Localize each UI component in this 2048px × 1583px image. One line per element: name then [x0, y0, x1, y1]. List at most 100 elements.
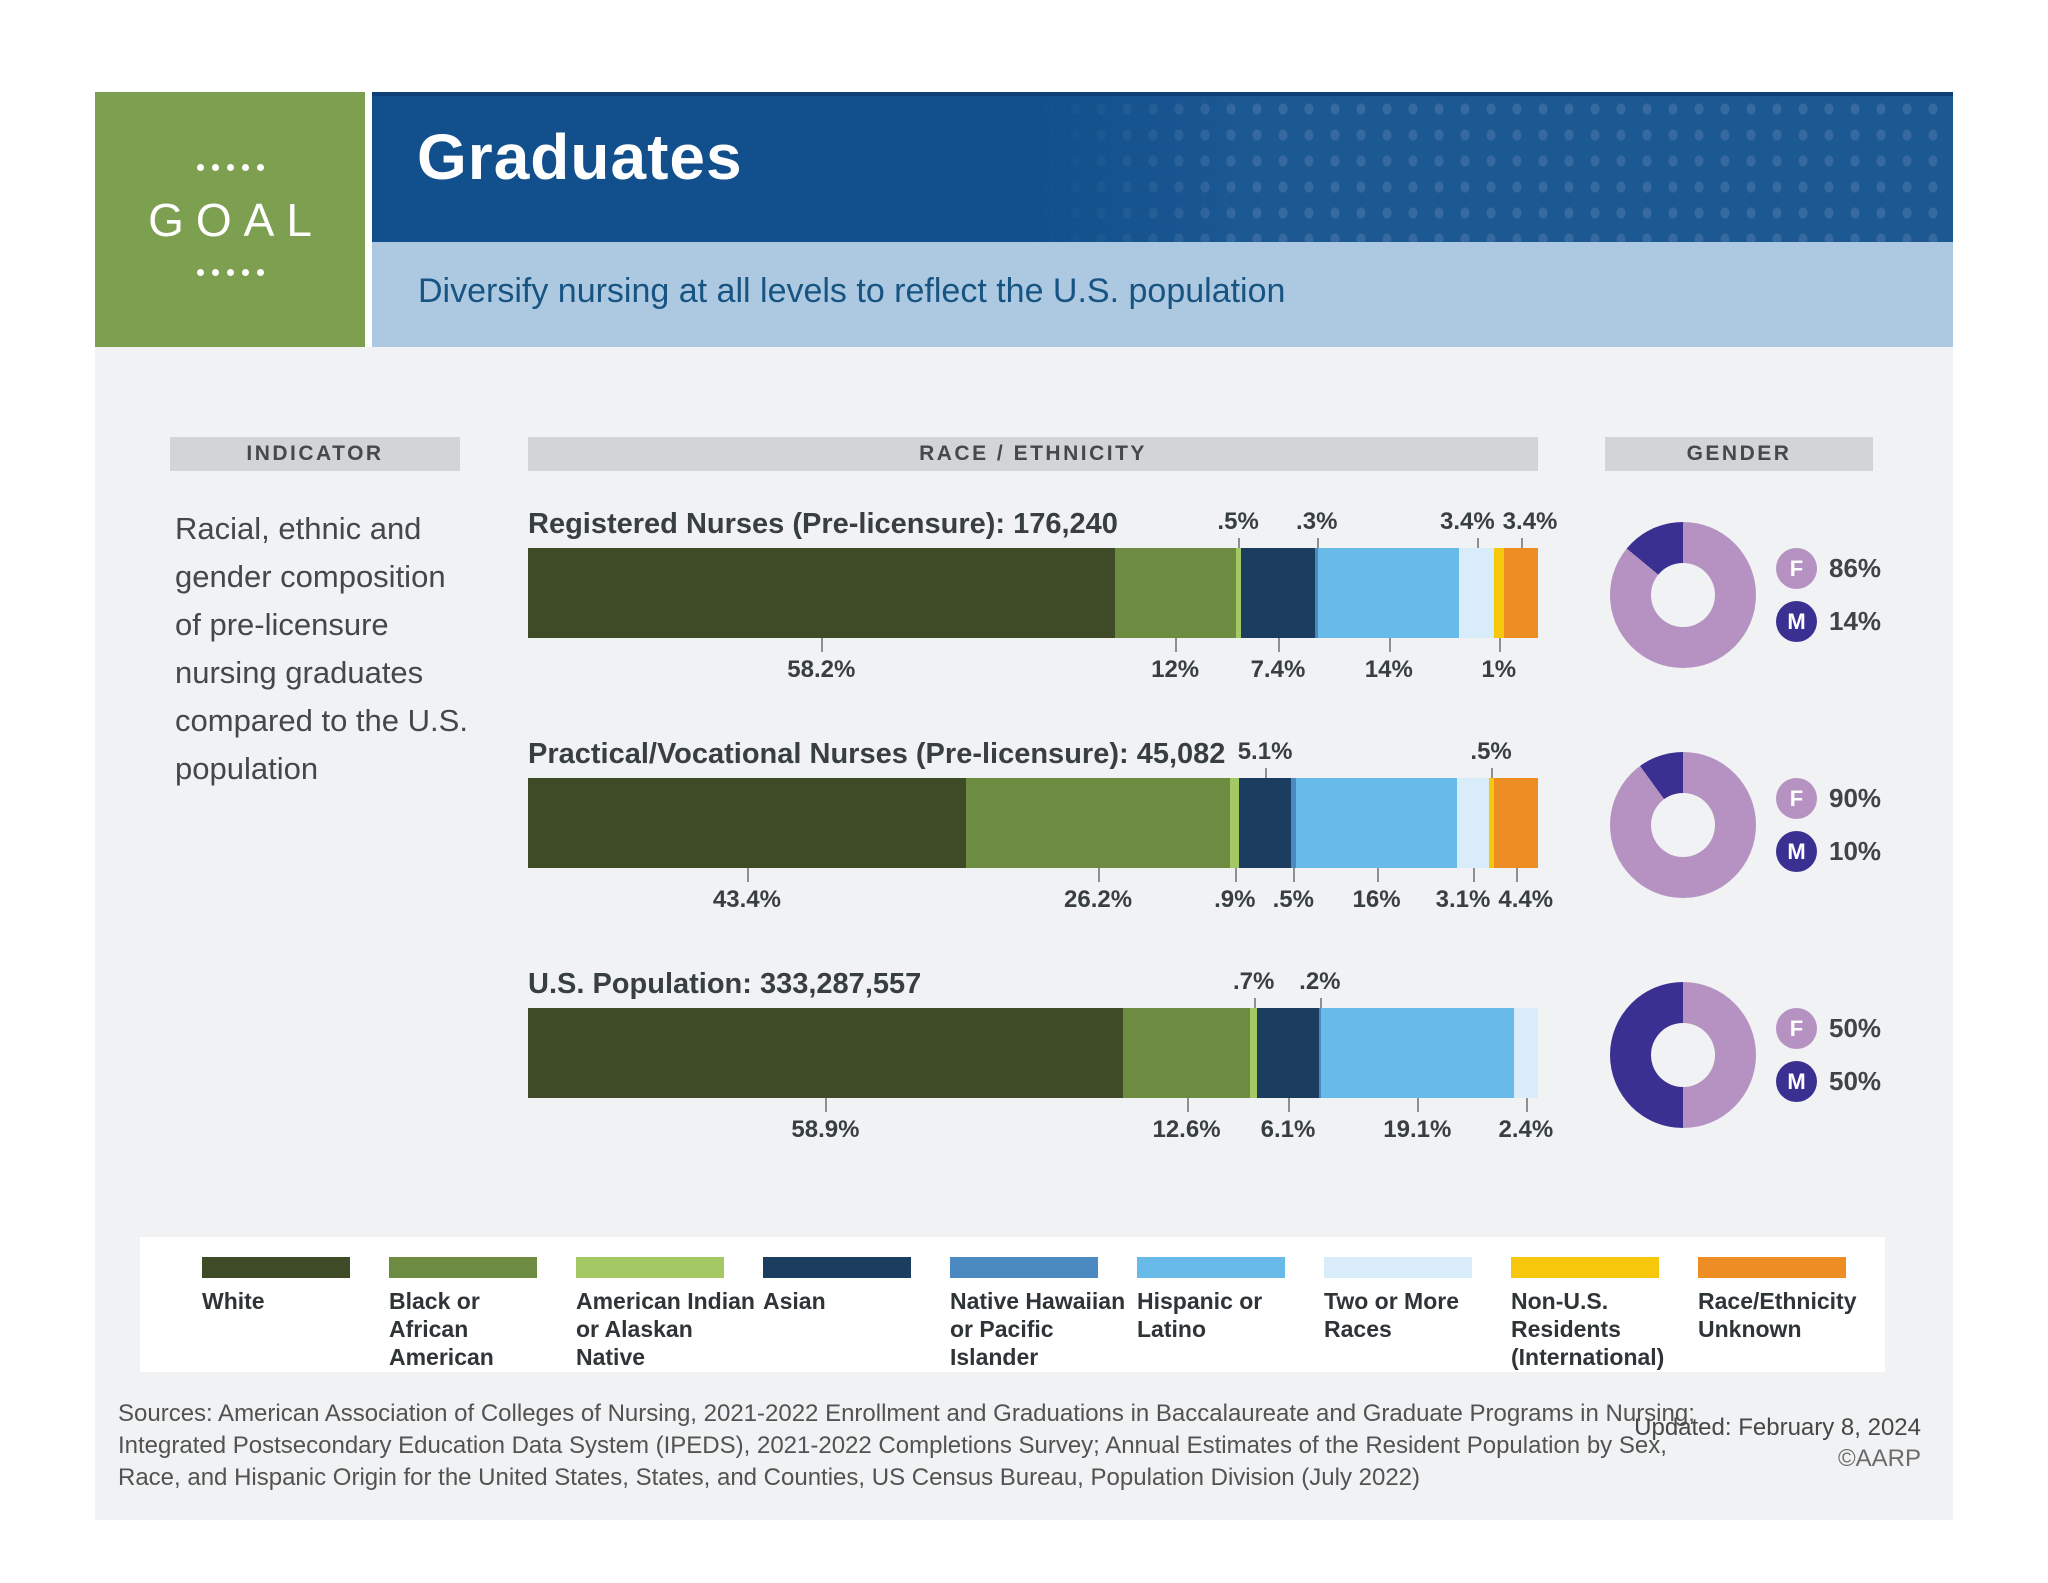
- value-label-black-or-african-american: 12.6%: [1152, 1116, 1221, 1143]
- donut-legend: F 86% M 14%: [1776, 522, 1881, 668]
- callout-line: [1520, 538, 1523, 548]
- callout-line: [1376, 868, 1379, 882]
- bar-segment-black-or-african-american: [965, 778, 1231, 868]
- value-label-hispanic-or-latino: 14%: [1364, 656, 1413, 683]
- bar-segment-non-u-s-residents-international: [1488, 778, 1494, 868]
- goal-label: GOAL: [148, 193, 324, 246]
- callout-line: [1234, 868, 1237, 882]
- callout-line: [1265, 768, 1268, 778]
- callout-line: [1319, 998, 1322, 1008]
- page-title: Graduates: [417, 121, 743, 193]
- male-badge: M: [1776, 1061, 1817, 1102]
- header-subtitle-band: Diversify nursing at all levels to refle…: [372, 242, 1953, 347]
- footer-meta: Updated: February 8, 2024 ©AARP: [1634, 1412, 1921, 1474]
- sources-line: Integrated Postsecondary Education Data …: [118, 1432, 1667, 1459]
- callout-line: [1186, 1098, 1189, 1112]
- labels-above: .7% .2%: [528, 966, 1538, 1008]
- male-legend-row: M 10%: [1776, 831, 1881, 872]
- callout-line: [1476, 538, 1479, 548]
- legend-label: American Indian or Alaskan Native: [576, 1288, 755, 1370]
- value-label-hispanic-or-latino: 19.1%: [1383, 1116, 1452, 1143]
- legend-label: White: [202, 1288, 265, 1314]
- callout-line: [825, 1098, 828, 1112]
- donut-legend: F 50% M 50%: [1776, 982, 1881, 1128]
- labels-above: .5% .3% 3.4% 3.4%: [528, 506, 1557, 548]
- bar-segment-hispanic-or-latino: [1318, 548, 1460, 638]
- bar-segment-black-or-african-american: [1122, 1008, 1251, 1098]
- donut-chart: [1610, 522, 1756, 668]
- donut-hole: [1651, 1023, 1715, 1087]
- bar-title: Practical/Vocational Nurses (Pre-licensu…: [528, 738, 1226, 770]
- value-label-white: 43.4%: [712, 886, 781, 913]
- value-label-american-indian-or-alaskan-native: .9%: [1214, 886, 1256, 913]
- stacked-bar-practical-vocational-nurses: [528, 778, 1538, 868]
- sources-line: Sources: American Association of College…: [118, 1400, 1695, 1427]
- female-legend-row: F 50%: [1776, 1008, 1881, 1049]
- value-label-two-or-more-races: 3.1%: [1435, 886, 1491, 913]
- donut-hole: [1651, 793, 1715, 857]
- bar-segment-white: [528, 548, 1115, 638]
- legend-item-two-or-more-races: Two or More Races: [1324, 1257, 1511, 1343]
- race-ethnicity-legend: White Black or African American American In…: [140, 1237, 1885, 1372]
- copyright: ©AARP: [1837, 1445, 1921, 1472]
- legend-item-american-indian-or-alaskan-native: American Indian or Alaskan Native: [576, 1257, 763, 1371]
- gender-chart-us-population: F 50% M 50%: [1610, 960, 1940, 1190]
- legend-item-native-hawaiian-or-pacific-islander: Native Hawaiian or Pacific Islander: [950, 1257, 1137, 1371]
- goal-dots-bottom: [196, 268, 264, 276]
- callout-line: [1277, 638, 1280, 652]
- legend-swatch: [1137, 1257, 1285, 1278]
- legend-swatch: [1698, 1257, 1846, 1278]
- dot-pattern-decoration: [1036, 96, 1953, 242]
- value-label-white: 58.2%: [787, 656, 856, 683]
- callout-line: [1417, 1098, 1420, 1112]
- legend-item-asian: Asian: [763, 1257, 950, 1315]
- female-legend-row: F 90%: [1776, 778, 1881, 819]
- legend-item-non-u-s-residents-international: Non-U.S. Residents (International): [1511, 1257, 1698, 1371]
- goal-box: GOAL: [95, 92, 365, 347]
- value-label-american-indian-or-alaskan-native: .7%: [1232, 968, 1275, 995]
- bar-segment-two-or-more-races: [1457, 778, 1489, 868]
- callout-line: [1491, 768, 1494, 778]
- updated-date: Updated: February 8, 2024: [1634, 1414, 1921, 1441]
- stacked-bar-registered-nurses: [528, 548, 1538, 638]
- callout-line: [1515, 868, 1518, 882]
- female-value: 86%: [1829, 553, 1882, 583]
- labels-below: 58.2% 12% 7.4% 14% 1%: [528, 638, 1538, 686]
- value-label-native-hawaiian-or-pacific-islander: .2%: [1299, 968, 1341, 995]
- bar-segment-hispanic-or-latino: [1320, 1008, 1514, 1098]
- bar-segment-asian: [1240, 548, 1316, 638]
- race-ethnicity-charts: Registered Nurses (Pre-licensure): 176,2…: [528, 500, 1557, 1190]
- value-label-native-hawaiian-or-pacific-islander: .5%: [1272, 886, 1314, 913]
- chart-row-registered-nurses: Registered Nurses (Pre-licensure): 176,2…: [528, 500, 1557, 730]
- female-value: 50%: [1829, 1013, 1882, 1043]
- legend-label: Non-U.S. Residents (International): [1511, 1288, 1665, 1370]
- legend-item-hispanic-or-latino: Hispanic or Latino: [1137, 1257, 1324, 1343]
- gender-chart-practical-vocational-nurses: F 90% M 10%: [1610, 730, 1940, 960]
- chart-row-us-population: U.S. Population: 333,287,557 .7% .2% 58.9…: [528, 960, 1553, 1190]
- sources-text: Sources: American Association of College…: [118, 1398, 1695, 1494]
- callout-line: [1293, 868, 1296, 882]
- legend-swatch: [576, 1257, 724, 1278]
- donut-chart: [1610, 752, 1756, 898]
- value-label-black-or-african-american: 26.2%: [1064, 886, 1133, 913]
- legend-swatch: [950, 1257, 1098, 1278]
- legend-label: Two or More Races: [1324, 1288, 1460, 1342]
- bar-segment-race-ethnicity-unknown: [1493, 778, 1538, 868]
- callout-line: [746, 868, 749, 882]
- bar-segment-asian: [1257, 1008, 1319, 1098]
- callout-line: [1388, 638, 1391, 652]
- sources-line: Race, and Hispanic Origin for the United…: [118, 1464, 1421, 1491]
- donut-legend: F 90% M 10%: [1776, 752, 1881, 898]
- value-label-hispanic-or-latino: 16%: [1352, 886, 1401, 913]
- bar-segment-american-indian-or-alaskan-native: [1230, 778, 1240, 868]
- legend-label: Hispanic or Latino: [1137, 1288, 1263, 1342]
- gender-charts: F 86% M 14% F 90% M 10%: [1610, 500, 1940, 1190]
- value-label-two-or-more-races: 2.4%: [1498, 1116, 1554, 1143]
- value-label-native-hawaiian-or-pacific-islander: .3%: [1296, 508, 1338, 535]
- page-subtitle: Diversify nursing at all levels to refle…: [418, 272, 1286, 310]
- column-header-race-ethnicity: RACE / ETHNICITY: [528, 437, 1538, 471]
- callout-line: [1472, 868, 1475, 882]
- legend-swatch: [389, 1257, 537, 1278]
- goal-dots-top: [196, 163, 264, 171]
- female-value: 90%: [1829, 783, 1882, 813]
